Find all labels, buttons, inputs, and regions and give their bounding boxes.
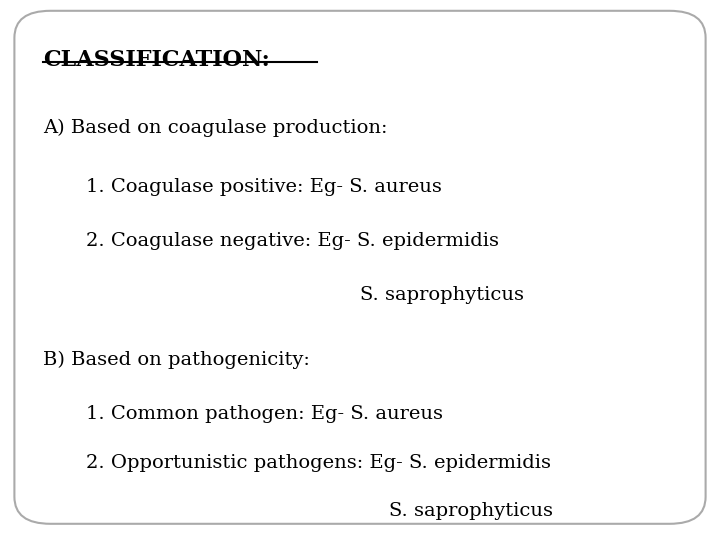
- Text: B) Based on pathogenicity:: B) Based on pathogenicity:: [43, 351, 310, 369]
- Text: 2. Coagulase negative: Eg- S. epidermidis: 2. Coagulase negative: Eg- S. epidermidi…: [86, 232, 500, 250]
- Text: S. saprophyticus: S. saprophyticus: [360, 286, 524, 304]
- FancyBboxPatch shape: [14, 11, 706, 524]
- Text: 2. Opportunistic pathogens: Eg- S. epidermidis: 2. Opportunistic pathogens: Eg- S. epide…: [86, 454, 552, 471]
- Text: A) Based on coagulase production:: A) Based on coagulase production:: [43, 119, 387, 137]
- Text: S. saprophyticus: S. saprophyticus: [389, 502, 553, 520]
- Text: CLASSIFICATION:: CLASSIFICATION:: [43, 49, 270, 71]
- Text: 1. Coagulase positive: Eg- S. aureus: 1. Coagulase positive: Eg- S. aureus: [86, 178, 442, 196]
- Text: 1. Common pathogen: Eg- S. aureus: 1. Common pathogen: Eg- S. aureus: [86, 405, 444, 423]
